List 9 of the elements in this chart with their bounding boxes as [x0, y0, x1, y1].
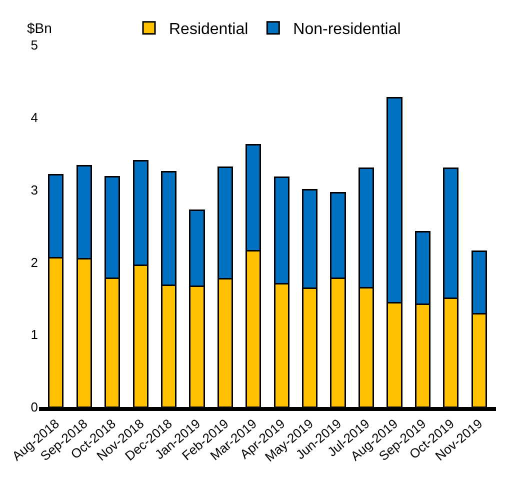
y-tick-label: 2 — [30, 254, 38, 270]
y-tick-label: 1 — [30, 327, 38, 342]
legend-label: Residential — [169, 21, 248, 38]
legend-label: Non-residential — [293, 21, 401, 38]
y-axis-title: $Bn — [27, 20, 52, 36]
y-tick-label: 5 — [30, 38, 38, 53]
y-tick-label: 4 — [30, 110, 38, 125]
y-tick-label: 0 — [30, 400, 38, 415]
y-tick-label: 3 — [30, 182, 38, 198]
